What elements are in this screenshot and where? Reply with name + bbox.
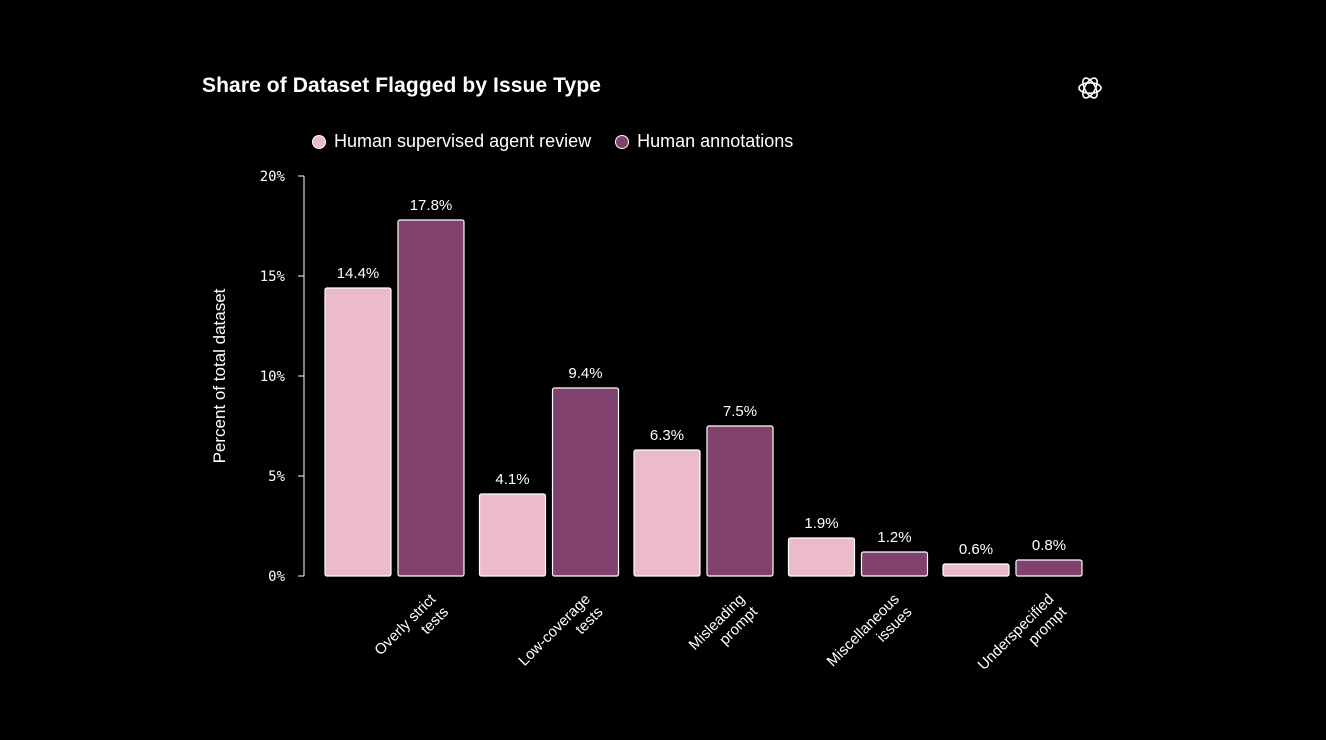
legend-swatch-series-2 [615, 134, 630, 149]
y-tick-label: 20% [260, 169, 286, 185]
data-label: 0.8% [1032, 537, 1066, 554]
data-label: 17.8% [410, 197, 453, 214]
bar-series-1 [633, 449, 701, 577]
legend-item-series-1: Human supervised agent review [312, 131, 591, 152]
y-axis-title: Percent of total dataset [210, 288, 229, 463]
data-label: 6.3% [650, 427, 684, 444]
chart-title: Share of Dataset Flagged by Issue Type [202, 74, 602, 97]
bar-series-1 [324, 287, 392, 577]
y-tick-label: 0% [268, 569, 285, 585]
bar-series-2 [706, 425, 774, 577]
data-label: 4.1% [495, 471, 529, 488]
data-label: 7.5% [723, 403, 757, 420]
x-tick-label: Miscellaneousissues [824, 591, 916, 683]
x-tick-label: Overly stricttests [371, 590, 452, 671]
bar-series-2 [397, 219, 465, 577]
x-tick-label: Low-coveragetests [515, 591, 606, 682]
bar-series-1 [942, 563, 1010, 577]
chart-legend: Human supervised agent review Human anno… [312, 131, 817, 152]
x-tick-label: Misleadingprompt [686, 590, 762, 666]
x-tick-label: Underspecifiedprompt [975, 590, 1071, 686]
chart-axes: 0% 5% 10% 15% 20% Percent of total dataset [210, 169, 305, 585]
bar-series-1 [478, 493, 547, 577]
bar-series-1 [787, 537, 856, 577]
data-label: 0.6% [959, 541, 993, 558]
y-tick-label: 5% [268, 469, 285, 485]
bar-series-2 [1015, 559, 1083, 577]
bar-series-2 [551, 387, 620, 577]
data-label: 9.4% [568, 365, 602, 382]
legend-label-series-2: Human annotations [637, 131, 794, 151]
data-label: 14.4% [337, 265, 380, 282]
bar-series-2 [860, 551, 929, 577]
data-label: 1.9% [804, 515, 838, 532]
chart-bars [324, 219, 1083, 577]
y-tick-label: 15% [260, 269, 286, 285]
openai-logo-icon [1078, 77, 1102, 99]
data-label: 1.2% [877, 529, 911, 546]
legend-label-series-1: Human supervised agent review [334, 131, 592, 151]
y-tick-label: 10% [260, 369, 286, 385]
legend-item-series-2: Human annotations [615, 131, 793, 152]
legend-swatch-series-1 [312, 134, 326, 149]
